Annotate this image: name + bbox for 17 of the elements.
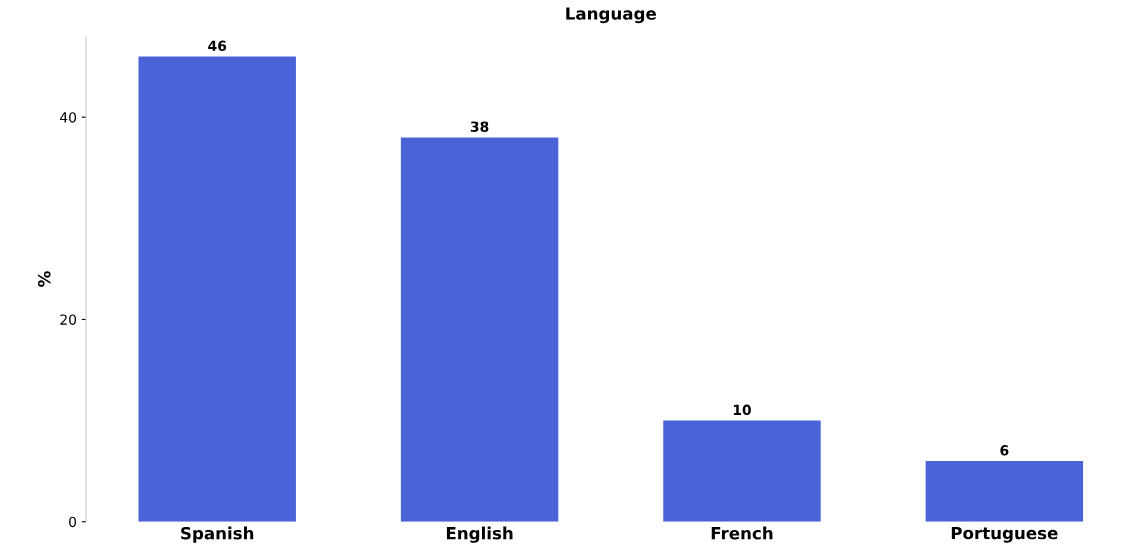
data-label: 6 [1000,445,1009,456]
bar [925,461,1084,522]
bar [663,420,821,522]
chart-title: Language [566,7,656,24]
data-label: 38 [470,121,489,132]
y-tick-label: 0 [69,516,77,528]
x-tick-label: Portuguese [951,526,1058,543]
bar [138,56,296,522]
data-label: 46 [208,40,227,52]
y-tick-label: 40 [60,112,77,123]
y-axis-title: % [37,271,51,287]
bar [400,137,559,522]
x-tick-label: French [711,526,773,540]
x-tick-label: English [446,526,513,543]
data-label: 10 [733,404,751,416]
y-tick-label: 20 [60,314,77,325]
x-tick-label: Spanish [181,526,254,543]
